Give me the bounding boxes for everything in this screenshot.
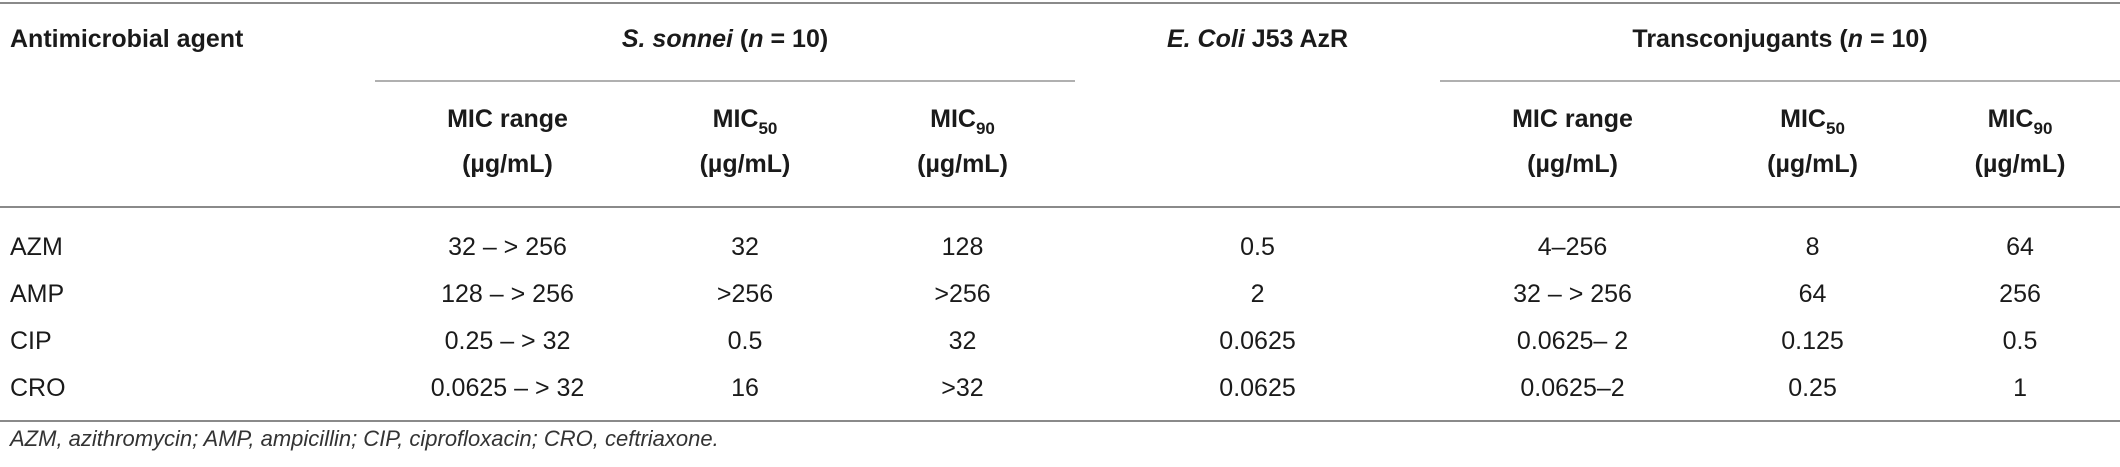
- subheader-line2: (µg/mL): [1527, 149, 1618, 178]
- value-cell: 4–256: [1537, 233, 1608, 261]
- subheader-line1: MIC: [930, 104, 976, 133]
- agent-cell: AZM: [10, 233, 63, 261]
- header-s-sonnei-rest: = 10): [763, 24, 829, 53]
- table-row: CRO 0.0625 – > 32 16 >32 0.0625 0.0625–2…: [0, 365, 2120, 412]
- table-row: AZM 32 – > 256 32 128 0.5 4–256 8 64: [0, 224, 2120, 271]
- value-cell: 0.0625–2: [1520, 374, 1625, 402]
- header-e-coli-italic: E. Coli: [1166, 24, 1245, 53]
- header-s-sonnei-italic: S. sonnei: [621, 24, 733, 53]
- value-cell: 0.25: [1788, 374, 1837, 402]
- subheader-subscript: 90: [975, 118, 995, 138]
- header-e-coli-rest: J53 AzR: [1244, 24, 1349, 53]
- value-cell: 0.0625– 2: [1516, 327, 1629, 355]
- mic-table: Antimicrobial agent S. sonnei (n = 10) E…: [0, 0, 2120, 412]
- subheader-line2: (µg/mL): [1767, 149, 1858, 178]
- header-transconjugants-pre: Transconjugants (: [1632, 24, 1848, 53]
- header-transconjugants: Transconjugants (n = 10): [1440, 0, 2120, 78]
- value-cell: 32: [731, 233, 759, 261]
- subheader-cell: MIC50 (µg/mL): [1705, 78, 1920, 204]
- agent-cell: AMP: [10, 280, 65, 308]
- value-cell: 0.125: [1781, 327, 1844, 355]
- value-cell: 0.0625 – > 32: [430, 374, 585, 402]
- subheader-line1: MIC: [1780, 104, 1826, 133]
- subheader-cell: [1075, 78, 1440, 204]
- subheader-line2: (µg/mL): [917, 149, 1008, 178]
- agent-cell: CRO: [10, 374, 66, 402]
- value-cell: 0.5: [727, 327, 763, 355]
- value-cell: 0.0625: [1219, 374, 1296, 402]
- value-cell: 0.0625: [1219, 327, 1296, 355]
- value-cell: 16: [731, 374, 759, 402]
- table-row: CIP 0.25 – > 32 0.5 32 0.0625 0.0625– 2 …: [0, 318, 2120, 365]
- value-cell: 2: [1250, 280, 1265, 308]
- subheader-subscript: 50: [758, 118, 778, 138]
- header-antimicrobial-agent: Antimicrobial agent: [10, 24, 244, 53]
- agent-cell: CIP: [10, 327, 52, 355]
- value-cell: 64: [1798, 280, 1827, 308]
- value-cell: 32 – > 256: [448, 233, 567, 261]
- subheader-cell: MIC90 (µg/mL): [1920, 78, 2120, 204]
- subheader-cell: MIC range (µg/mL): [375, 78, 640, 204]
- subheader-line2: (µg/mL): [699, 149, 791, 178]
- value-cell: >256: [934, 280, 991, 308]
- header-s-sonnei-n: n: [748, 24, 764, 53]
- value-cell: 256: [1999, 280, 2041, 308]
- top-rule: [0, 2, 2120, 4]
- header-transconjugants-n: n: [1847, 24, 1864, 53]
- subheader-cell: MIC50 (µg/mL): [640, 78, 850, 204]
- subheader-line2: (µg/mL): [462, 149, 553, 178]
- header-row-measures: MIC range (µg/mL) MIC50 (µg/mL) MIC90 (µg/m…: [0, 78, 2120, 204]
- subheader-subscript: 90: [2033, 118, 2053, 138]
- subheader-cell: MIC range (µg/mL): [1440, 78, 1705, 204]
- value-cell: >32: [941, 374, 984, 402]
- subheader-cell: MIC90 (µg/mL): [850, 78, 1075, 204]
- value-cell: 32: [948, 327, 977, 355]
- value-cell: 32 – > 256: [1513, 280, 1632, 308]
- value-cell: 0.5: [2002, 327, 2038, 355]
- value-cell: 0.25 – > 32: [444, 327, 571, 355]
- bottom-rule: [0, 420, 2120, 422]
- subheader-line1: MIC: [1987, 104, 2034, 133]
- table-footnote: AZM, azithromycin; AMP, ampicillin; CIP,…: [10, 426, 719, 451]
- subheader-line1: MIC range: [447, 104, 568, 133]
- table-row: AMP 128 – > 256 >256 >256 2 32 – > 256 6…: [0, 271, 2120, 318]
- header-empty-cell: [0, 78, 375, 204]
- value-cell: 64: [2006, 233, 2034, 261]
- group-rule-transconjugants: [1440, 80, 2120, 82]
- subheader-subscript: 50: [1825, 118, 1845, 138]
- header-rule: [0, 206, 2120, 208]
- subheader-line1: MIC range: [1512, 104, 1633, 133]
- value-cell: >256: [716, 280, 774, 308]
- value-cell: 8: [1805, 233, 1820, 261]
- header-transconjugants-rest: = 10): [1863, 24, 1928, 53]
- value-cell: 1: [2013, 374, 2027, 402]
- header-e-coli: E. Coli J53 AzR: [1075, 0, 1440, 78]
- subheader-line2: (µg/mL): [1974, 149, 2066, 178]
- value-cell: 128: [941, 233, 984, 261]
- value-cell: 128 – > 256: [441, 280, 574, 308]
- value-cell: 0.5: [1240, 233, 1275, 261]
- header-row-groups: Antimicrobial agent S. sonnei (n = 10) E…: [0, 0, 2120, 78]
- group-rule-s-sonnei: [375, 80, 1075, 82]
- header-s-sonnei: S. sonnei (n = 10): [375, 0, 1075, 78]
- header-s-sonnei-paren: (: [732, 24, 749, 53]
- subheader-line1: MIC: [712, 104, 759, 133]
